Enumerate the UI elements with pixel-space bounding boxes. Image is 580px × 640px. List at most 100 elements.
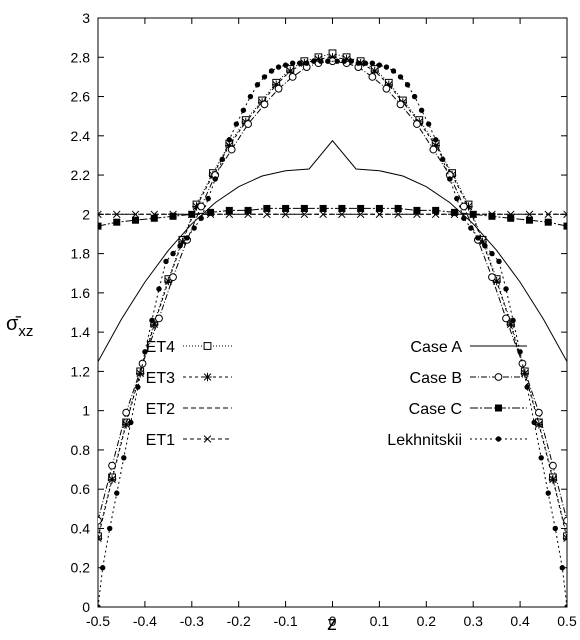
data-point-case-b [429, 145, 438, 154]
series-case-b [98, 57, 567, 525]
legend-label-case-b: Case B [410, 370, 462, 387]
data-point-case-c [357, 204, 365, 212]
data-point-et3 [286, 66, 295, 76]
data-point-case-c [338, 204, 346, 212]
data-point-et1 [563, 210, 567, 219]
y-tick-label: 2.2 [71, 167, 91, 183]
data-point-lekhnitskii [226, 137, 233, 143]
data-point-et1 [525, 210, 534, 219]
y-tick-label: 1.6 [71, 285, 91, 301]
data-point-lekhnitskii [334, 58, 340, 64]
data-point-lekhnitskii [348, 58, 354, 64]
data-point-lekhnitskii [247, 93, 254, 100]
data-point-et3 [492, 276, 501, 286]
data-point-case-b [488, 273, 496, 282]
series-layer [98, 49, 567, 607]
series-et3 [98, 53, 567, 543]
data-point-lekhnitskii [355, 60, 361, 66]
x-tick-label: 0.5 [557, 613, 577, 629]
x-tick-label: -0.1 [274, 613, 298, 629]
data-point-et1 [356, 210, 365, 219]
data-point-case-b [274, 84, 283, 93]
data-point-et3 [272, 80, 281, 89]
data-point-case-c [319, 204, 327, 212]
data-point-case-c [244, 206, 252, 214]
data-point-et3 [342, 55, 351, 64]
data-point-lekhnitskii [510, 317, 516, 324]
data-point-lekhnitskii [282, 62, 289, 68]
data-point-lekhnitskii [475, 235, 481, 241]
data-point-lekhnitskii [432, 137, 439, 143]
data-point-case-b [549, 461, 557, 470]
data-point-lekhnitskii [545, 490, 551, 496]
data-point-case-b [459, 202, 468, 211]
data-point-lekhnitskii [296, 60, 303, 66]
data-point-et3 [107, 475, 117, 484]
data-point-case-b [413, 120, 421, 128]
data-point-lekhnitskii [163, 258, 169, 265]
data-point-et3 [164, 276, 173, 286]
x-tick-label: 0.1 [370, 613, 390, 629]
data-point-et3 [506, 320, 515, 329]
data-point-lekhnitskii [564, 604, 567, 607]
data-point-et3 [121, 420, 131, 429]
data-point-lekhnitskii [121, 455, 127, 461]
data-point-lekhnitskii [149, 317, 155, 324]
legend: ET4 ET3 ET2 ET1 Case A Case B Case C Lekhnitski… [146, 339, 527, 449]
data-point-case-b [122, 408, 131, 417]
series-lekhnitskii [98, 58, 567, 607]
data-point-lekhnitskii [114, 490, 120, 496]
data-point-case-b [98, 516, 102, 525]
data-point-lekhnitskii [383, 64, 390, 70]
data-point-case-b [244, 120, 252, 128]
legend-marker-lekhnitskii [495, 436, 502, 442]
data-point-lekhnitskii [552, 525, 558, 532]
data-point-et3 [520, 369, 529, 378]
legend-label-lekhnitskii: Lekhnitskii [387, 432, 462, 449]
data-point-case-b [534, 408, 543, 417]
data-point-case-b [396, 100, 405, 109]
data-point-case-c [432, 206, 440, 214]
data-point-case-b [169, 273, 177, 282]
data-point-et1 [544, 210, 552, 219]
data-point-case-b [563, 516, 567, 525]
y-tick-label: 0.2 [71, 560, 91, 576]
data-point-et1 [98, 210, 102, 219]
y-tick-label: 1.8 [71, 246, 91, 262]
data-point-lekhnitskii [212, 176, 218, 182]
data-point-lekhnitskii [311, 58, 317, 64]
series-et4 [98, 49, 567, 541]
legend-label-et3: ET3 [146, 370, 175, 387]
data-point-lekhnitskii [517, 349, 523, 355]
x-tick-label: 0.2 [417, 613, 437, 629]
data-point-lekhnitskii [177, 243, 183, 249]
data-point-lekhnitskii [369, 60, 376, 66]
x-tick-label: -0.5 [86, 613, 110, 629]
data-point-lekhnitskii [454, 195, 460, 202]
data-point-case-c [188, 210, 196, 218]
data-point-lekhnitskii [268, 68, 275, 74]
data-point-et1 [263, 210, 271, 219]
data-point-case-b [227, 145, 236, 154]
data-point-lekhnitskii [99, 565, 106, 571]
data-point-et3 [98, 534, 103, 543]
legend-label-et4: ET4 [146, 339, 175, 356]
data-point-et3 [534, 420, 544, 429]
y-tick-label: 2.4 [71, 128, 91, 144]
data-point-case-c [375, 204, 383, 212]
data-point-et1 [281, 210, 290, 219]
data-point-case-c [169, 212, 177, 220]
y-tick-label: 2.8 [71, 49, 91, 65]
data-point-et3 [370, 66, 379, 76]
y-tick-label: 0 [82, 599, 90, 615]
data-point-lekhnitskii [397, 74, 404, 80]
data-point-lekhnitskii [135, 384, 141, 390]
data-point-case-b [108, 461, 116, 470]
y-tick-label: 2.6 [71, 89, 91, 105]
legend-label-case-a: Case A [410, 339, 462, 356]
legend-label-case-c: Case C [409, 401, 462, 418]
data-point-lekhnitskii [390, 68, 397, 74]
data-point-case-b [502, 314, 510, 323]
data-point-lekhnitskii [219, 156, 225, 163]
